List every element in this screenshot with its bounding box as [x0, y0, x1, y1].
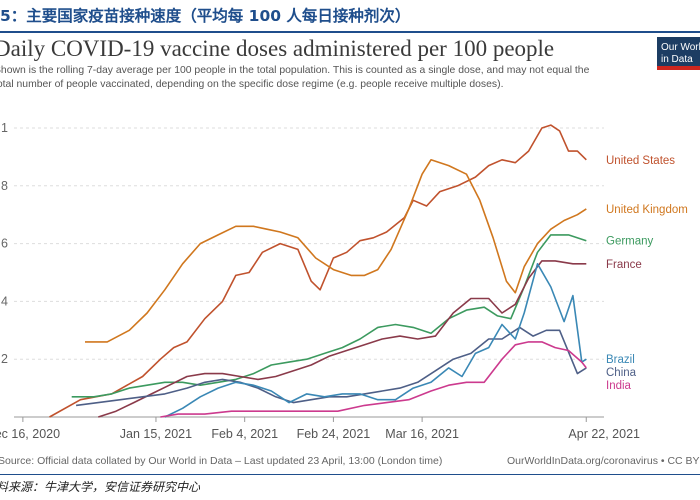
data-source-note: 料来源：牛津大学，安信证券研究中心 [0, 480, 201, 494]
series-label-india: India [606, 380, 632, 392]
y-tick-label: 1 [1, 121, 8, 135]
x-tick-label: Feb 4, 2021 [211, 427, 278, 441]
series-label-united-states: United States [606, 155, 675, 167]
line-chart: 0.2 0.4 0.6 0.8 1 Dec 16, 2020 Jan 15, 2021 Feb… [0, 121, 688, 441]
y-tick-label: 0.2 [0, 352, 8, 366]
owid-logo-line1: Our World [661, 42, 700, 53]
series-label-france: France [606, 259, 642, 271]
series-label-china: China [606, 367, 637, 379]
source-note: Source: Official data collated by Our Wo… [0, 455, 443, 467]
chart-title: Daily COVID-19 vaccine doses administere… [0, 36, 555, 61]
series-line-germany[interactable] [71, 234, 587, 398]
owid-logo[interactable]: Our World in Data [657, 37, 700, 70]
x-tick-label: Mar 16, 2021 [385, 427, 459, 441]
report-header: 5：主要国家疫苗接种速度（平均每 100 人每日接种剂次） [0, 0, 700, 31]
header-rule [0, 31, 700, 33]
axes: 0.2 0.4 0.6 0.8 1 Dec 16, 2020 Jan 15, 2021 Feb… [0, 121, 640, 441]
chart-subtitle: Shown is the rolling 7-day average per 1… [0, 65, 590, 90]
owid-logo-line2: in Data [661, 54, 693, 65]
series-line-china[interactable] [75, 326, 587, 407]
footer-rule [0, 474, 700, 475]
y-tick-label: 0.8 [0, 179, 8, 193]
x-tick-label: Dec 16, 2020 [0, 427, 60, 441]
series-labels: United States United Kingdom Germany France… [606, 155, 688, 392]
series-lines [49, 124, 587, 418]
series-label-germany: Germany [606, 236, 654, 248]
series-line-brazil[interactable] [164, 263, 587, 418]
y-tick-label: 0.4 [0, 294, 8, 308]
owid-logo-stripe [657, 66, 700, 70]
source-url[interactable]: OurWorldInData.org/coronavirus • CC BY [507, 455, 700, 467]
series-line-united-states[interactable] [49, 124, 587, 418]
series-label-brazil: Brazil [606, 354, 635, 366]
series-line-france[interactable] [98, 260, 587, 418]
series-line-india[interactable] [160, 341, 587, 418]
series-label-united-kingdom: United Kingdom [606, 204, 688, 216]
x-tick-label: Apr 22, 2021 [568, 427, 640, 441]
figure-title: 5：主要国家疫苗接种速度（平均每 100 人每日接种剂次） [0, 7, 411, 25]
y-tick-label: 0.6 [0, 237, 8, 251]
x-tick-label: Jan 15, 2021 [120, 427, 192, 441]
x-tick-label: Feb 24, 2021 [297, 427, 371, 441]
series-line-united-kingdom[interactable] [85, 158, 587, 343]
